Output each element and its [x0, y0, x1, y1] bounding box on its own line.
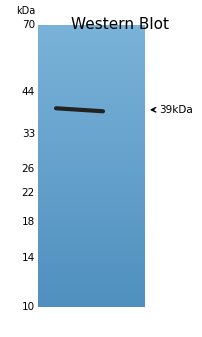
- Bar: [38, 67, 144, 71]
- Bar: [38, 124, 144, 127]
- Bar: [38, 198, 144, 201]
- Bar: [38, 272, 144, 275]
- Bar: [38, 57, 144, 60]
- Text: 70: 70: [22, 20, 35, 30]
- Bar: [38, 240, 144, 244]
- Bar: [38, 282, 144, 286]
- Bar: [38, 60, 144, 64]
- Text: 26: 26: [22, 163, 35, 174]
- Bar: [38, 212, 144, 215]
- Bar: [38, 268, 144, 272]
- Bar: [38, 50, 144, 53]
- Bar: [38, 162, 144, 166]
- Bar: [38, 173, 144, 177]
- Text: 39kDa: 39kDa: [158, 105, 192, 115]
- Bar: [38, 102, 144, 106]
- Bar: [38, 237, 144, 240]
- Bar: [38, 258, 144, 261]
- Bar: [38, 120, 144, 124]
- Bar: [38, 95, 144, 99]
- Bar: [38, 113, 144, 117]
- Bar: [38, 201, 144, 205]
- Bar: [38, 205, 144, 208]
- Bar: [38, 32, 144, 36]
- Text: Western Blot: Western Blot: [71, 17, 168, 32]
- Text: 22: 22: [22, 188, 35, 198]
- Bar: [38, 138, 144, 141]
- Bar: [38, 191, 144, 194]
- Text: 33: 33: [22, 129, 35, 139]
- Bar: [38, 289, 144, 293]
- Bar: [38, 286, 144, 289]
- Bar: [38, 82, 144, 85]
- Bar: [38, 254, 144, 258]
- Bar: [38, 64, 144, 67]
- Bar: [38, 184, 144, 187]
- Bar: [38, 71, 144, 74]
- Bar: [38, 247, 144, 251]
- Bar: [38, 88, 144, 92]
- Bar: [38, 187, 144, 191]
- Bar: [38, 131, 144, 134]
- Bar: [38, 46, 144, 50]
- Bar: [38, 53, 144, 57]
- Bar: [38, 152, 144, 155]
- Bar: [38, 222, 144, 226]
- Bar: [38, 74, 144, 78]
- Text: 14: 14: [22, 253, 35, 263]
- Bar: [38, 117, 144, 120]
- Text: 44: 44: [22, 87, 35, 97]
- Bar: [38, 170, 144, 173]
- Bar: [38, 233, 144, 237]
- Bar: [38, 92, 144, 95]
- Bar: [38, 166, 144, 170]
- Bar: [38, 42, 144, 46]
- Bar: [38, 159, 144, 162]
- Bar: [38, 39, 144, 42]
- Bar: [38, 304, 144, 307]
- Bar: [38, 78, 144, 82]
- Bar: [38, 127, 144, 131]
- Bar: [38, 99, 144, 102]
- Bar: [38, 155, 144, 159]
- Bar: [38, 208, 144, 212]
- Bar: [38, 25, 144, 29]
- Bar: [38, 141, 144, 145]
- Bar: [38, 275, 144, 279]
- Bar: [38, 297, 144, 300]
- Bar: [38, 110, 144, 113]
- Bar: [38, 244, 144, 247]
- Bar: [38, 145, 144, 148]
- Bar: [38, 85, 144, 88]
- Bar: [38, 148, 144, 152]
- Bar: [38, 293, 144, 297]
- Bar: [38, 29, 144, 32]
- Bar: [38, 265, 144, 268]
- Bar: [38, 229, 144, 233]
- Text: 10: 10: [22, 302, 35, 312]
- Bar: [38, 194, 144, 198]
- Bar: [38, 300, 144, 304]
- Bar: [38, 226, 144, 229]
- Bar: [38, 261, 144, 265]
- Text: 18: 18: [22, 217, 35, 227]
- Bar: [38, 36, 144, 39]
- Bar: [38, 180, 144, 184]
- Bar: [38, 251, 144, 254]
- Bar: [38, 106, 144, 110]
- Bar: [38, 134, 144, 138]
- Bar: [38, 215, 144, 219]
- Bar: [38, 219, 144, 222]
- Text: kDa: kDa: [16, 6, 35, 16]
- Bar: [38, 279, 144, 282]
- Bar: [38, 177, 144, 180]
